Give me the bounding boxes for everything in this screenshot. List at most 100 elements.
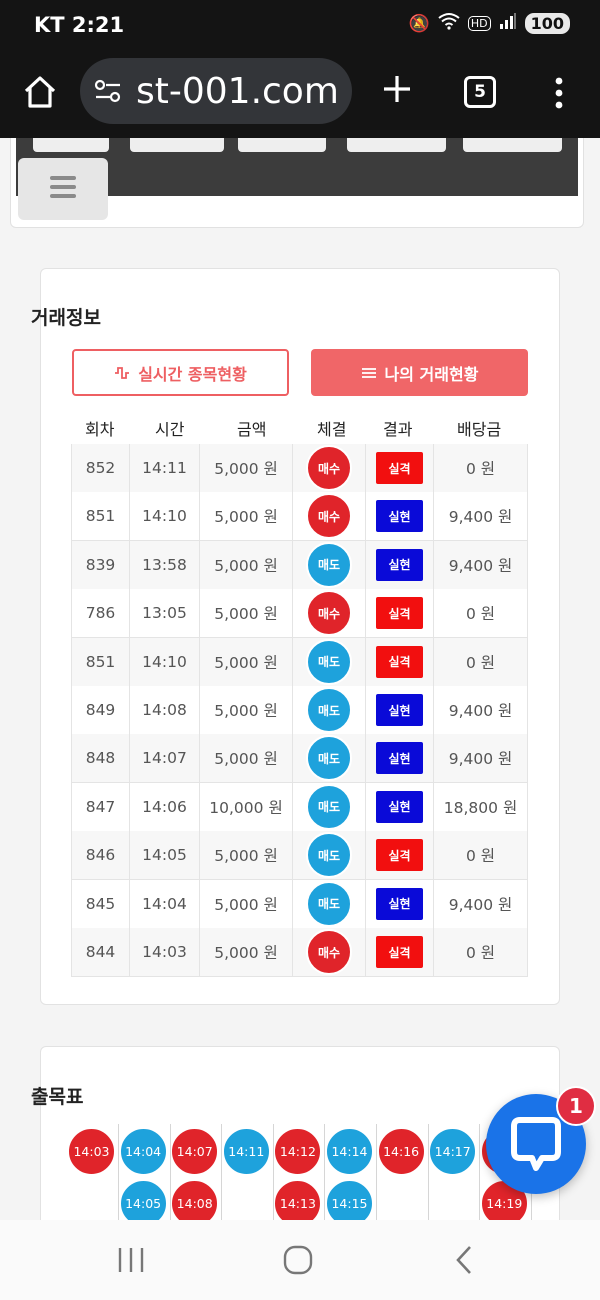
result-badge: 실격: [376, 936, 423, 968]
payout-cell: 9,400 원: [433, 734, 528, 783]
amount-button-50000[interactable]: ₩ 50,000: [238, 138, 326, 152]
trade-row: 848 14:07 5,000 원 매도 실현 9,400 원: [71, 734, 528, 784]
result-cell: 실현: [365, 686, 433, 734]
tab-my-trades-label: 나의 거래현황: [384, 364, 479, 384]
trade-row: 849 14:08 5,000 원 매도 실현 9,400 원: [71, 686, 528, 735]
header-time: 시간: [155, 420, 185, 439]
time-cell: 14:04: [129, 879, 199, 928]
back-icon: [456, 1246, 471, 1274]
time-cell: 14:10: [129, 492, 199, 541]
tab-realtime-label: 실시간 종목현황: [138, 364, 247, 384]
payout-cell: 9,400 원: [433, 686, 528, 734]
chart-ball: 14:04: [119, 1128, 167, 1175]
address-bar[interactable]: st-001.com: [80, 58, 352, 124]
amount-cell: 5,000 원: [199, 637, 292, 686]
chart-column-divider: [479, 1124, 481, 1220]
result-badge: 실현: [376, 500, 423, 533]
status-carrier: KT 2:21: [34, 13, 125, 37]
chart-ball: 14:07: [171, 1128, 219, 1175]
time-cell: 13:05: [129, 589, 199, 638]
status-time: 2:21: [71, 13, 125, 37]
status-icons: 🔕 HD 100: [409, 12, 570, 35]
trade-row: 851 14:10 5,000 원 매도 실격 0 원: [71, 637, 528, 687]
menu-icon: [50, 176, 76, 180]
trade-row: 839 13:58 5,000 원 매도 실현 9,400 원: [71, 540, 528, 590]
result-cell: 실격: [365, 831, 433, 880]
side-badge: 매도: [306, 541, 352, 588]
trade-table-header: 회차 시간 금액 체결 결과 배당금: [71, 416, 529, 444]
android-nav-bar: [0, 1220, 600, 1300]
round-cell: 844: [71, 928, 129, 976]
side-badge: 매도: [306, 832, 352, 879]
side-badge: 매수: [306, 445, 352, 491]
amount-button-100000[interactable]: ₩ 100,000: [347, 138, 446, 152]
tab-my-trades[interactable]: 나의 거래현황: [311, 349, 528, 396]
url-text: st-001.com: [136, 71, 339, 112]
round-cell: 851: [71, 492, 129, 541]
home-button[interactable]: [22, 74, 58, 114]
time-cell: 14:11: [129, 444, 199, 492]
tab-realtime-status[interactable]: 실시간 종목현황: [72, 349, 289, 396]
hamburger-menu-button[interactable]: [18, 158, 108, 220]
amount-button-bar: ₩ 5,000 ₩ 10,000 ₩ 50,000 ₩ 100,000 ₩ 50…: [16, 138, 578, 196]
amount-button-500000[interactable]: ₩ 500,000: [463, 138, 562, 152]
header-payout: 배당금: [457, 420, 502, 439]
hd-icon: HD: [467, 16, 491, 31]
result-cell: 실현: [365, 492, 433, 541]
result-cell: 실격: [365, 637, 433, 686]
payout-cell: 9,400 원: [433, 879, 528, 928]
side-badge: 매수: [306, 929, 352, 975]
chart-column-divider: [169, 1124, 171, 1220]
payout-cell: 0 원: [433, 589, 528, 638]
result-cell: 실현: [365, 734, 433, 783]
nav-home-button[interactable]: [282, 1244, 314, 1280]
amount-cell: 5,000 원: [199, 444, 292, 492]
site-settings-icon[interactable]: [94, 78, 122, 108]
header-round: 회차: [85, 420, 115, 439]
new-tab-button[interactable]: [380, 72, 414, 110]
chart-column-divider: [221, 1124, 223, 1220]
page-content: ₩ 5,000 ₩ 10,000 ₩ 50,000 ₩ 100,000 ₩ 50…: [0, 138, 600, 1220]
amount-button-10000[interactable]: ₩ 10,000: [130, 138, 224, 152]
side-cell: 매도: [292, 831, 365, 880]
signal-icon: [499, 13, 517, 34]
side-badge: 매도: [306, 735, 352, 782]
trade-row: 845 14:04 5,000 원 매도 실현 9,400 원: [71, 879, 528, 929]
result-badge: 실현: [376, 742, 423, 775]
home-icon: [24, 76, 56, 108]
trade-row: 786 13:05 5,000 원 매수 실격 0 원: [71, 589, 528, 639]
result-badge: 실격: [376, 839, 423, 872]
payout-cell: 0 원: [433, 928, 528, 976]
side-badge: 매수: [306, 493, 352, 540]
time-cell: 14:03: [129, 928, 199, 976]
round-cell: 848: [71, 734, 129, 783]
amount-cell: 5,000 원: [199, 879, 292, 928]
payout-cell: 0 원: [433, 831, 528, 880]
trade-row: 852 14:11 5,000 원 매수 실격 0 원: [71, 444, 528, 493]
recents-button[interactable]: [116, 1246, 146, 1278]
back-button[interactable]: [452, 1244, 476, 1280]
browser-menu-button[interactable]: [552, 76, 566, 114]
header-side: 체결: [317, 420, 347, 439]
mute-icon: 🔕: [408, 13, 430, 34]
chart-column-divider: [272, 1124, 274, 1220]
recents-icon: [118, 1248, 144, 1272]
amount-button-5000[interactable]: ₩ 5,000: [33, 138, 109, 152]
chart-ball: 14:11: [222, 1128, 270, 1175]
amount-cell: 5,000 원: [199, 831, 292, 880]
payout-cell: 0 원: [433, 444, 528, 492]
amount-cell: 5,000 원: [199, 734, 292, 783]
tab-switcher-button[interactable]: 5: [464, 76, 496, 108]
side-cell: 매도: [292, 686, 365, 734]
result-badge: 실격: [376, 452, 423, 484]
chart-ball: 14:12: [274, 1128, 322, 1175]
time-cell: 14:08: [129, 686, 199, 734]
side-cell: 매도: [292, 540, 365, 589]
side-cell: 매도: [292, 879, 365, 928]
chart-ball: 14:05: [119, 1180, 167, 1220]
trade-row: 846 14:05 5,000 원 매도 실격 0 원: [71, 831, 528, 881]
round-cell: 849: [71, 686, 129, 734]
result-badge: 실현: [376, 887, 423, 920]
amount-cell: 5,000 원: [199, 492, 292, 541]
payout-cell: 0 원: [433, 637, 528, 686]
